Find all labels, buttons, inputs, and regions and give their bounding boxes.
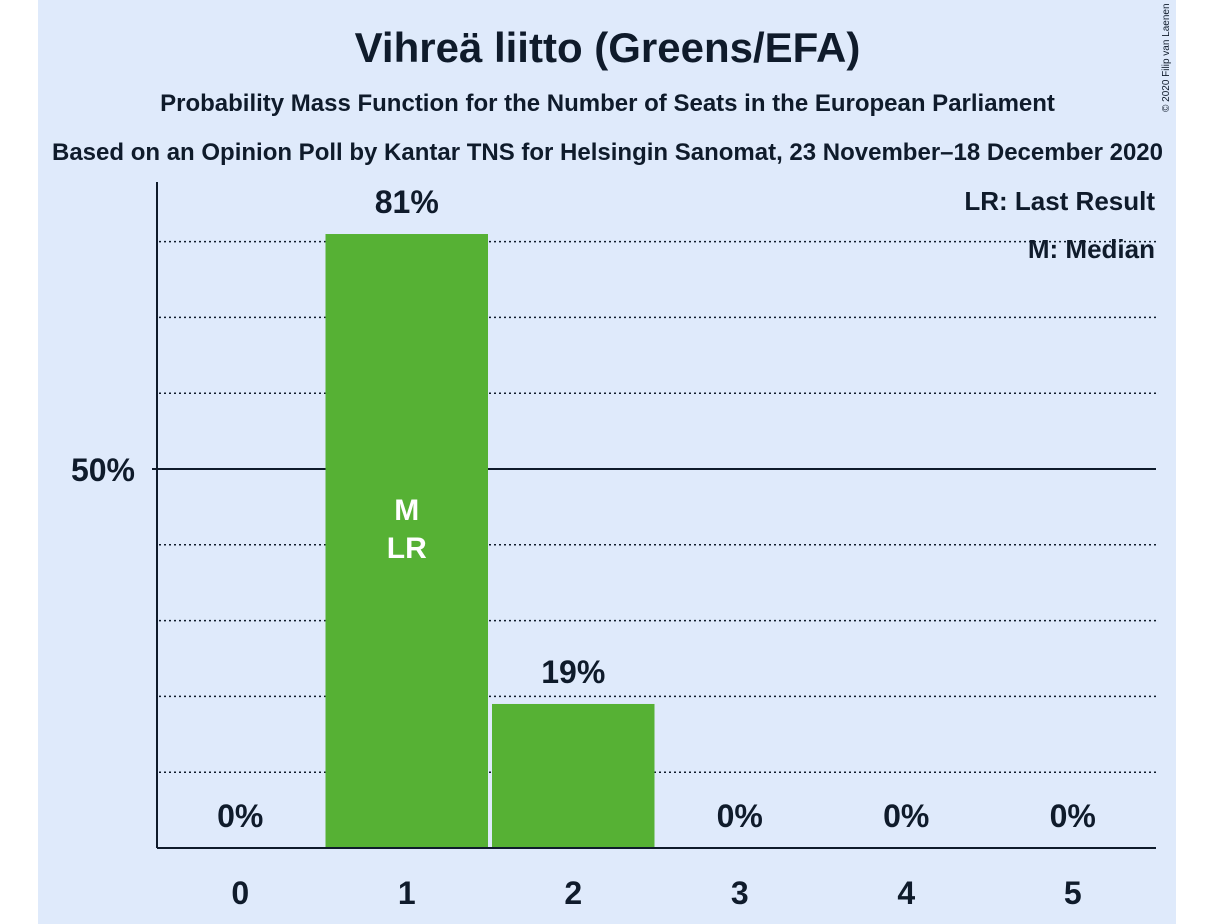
data-label: 0% [883,798,929,834]
copyright-notice: © 2020 Filip van Laenen [1161,3,1172,112]
legend-last-result: LR: Last Result [964,186,1155,216]
x-tick-label: 0 [231,875,249,911]
bar-1 [325,234,488,848]
data-label: 81% [375,184,439,220]
x-tick-label: 2 [564,875,582,911]
bar-annotation: M [394,494,419,527]
chart-source-subtitle: Based on an Opinion Poll by Kantar TNS f… [52,139,1163,166]
bar-annotation: LR [387,532,427,565]
data-label: 0% [1050,798,1096,834]
x-tick-label: 4 [897,875,915,911]
y-tick-label: 50% [71,452,135,488]
bar-2 [492,703,655,848]
chart-title: Vihreä liitto (Greens/EFA) [354,24,861,71]
chart-subtitle: Probability Mass Function for the Number… [160,90,1055,117]
x-tick-label: 5 [1064,875,1082,911]
data-label: 19% [541,654,605,690]
legend-median: M: Median [1028,234,1155,264]
x-tick-label: 3 [731,875,749,911]
data-label: 0% [217,798,263,834]
data-label: 0% [717,798,763,834]
x-tick-label: 1 [398,875,416,911]
